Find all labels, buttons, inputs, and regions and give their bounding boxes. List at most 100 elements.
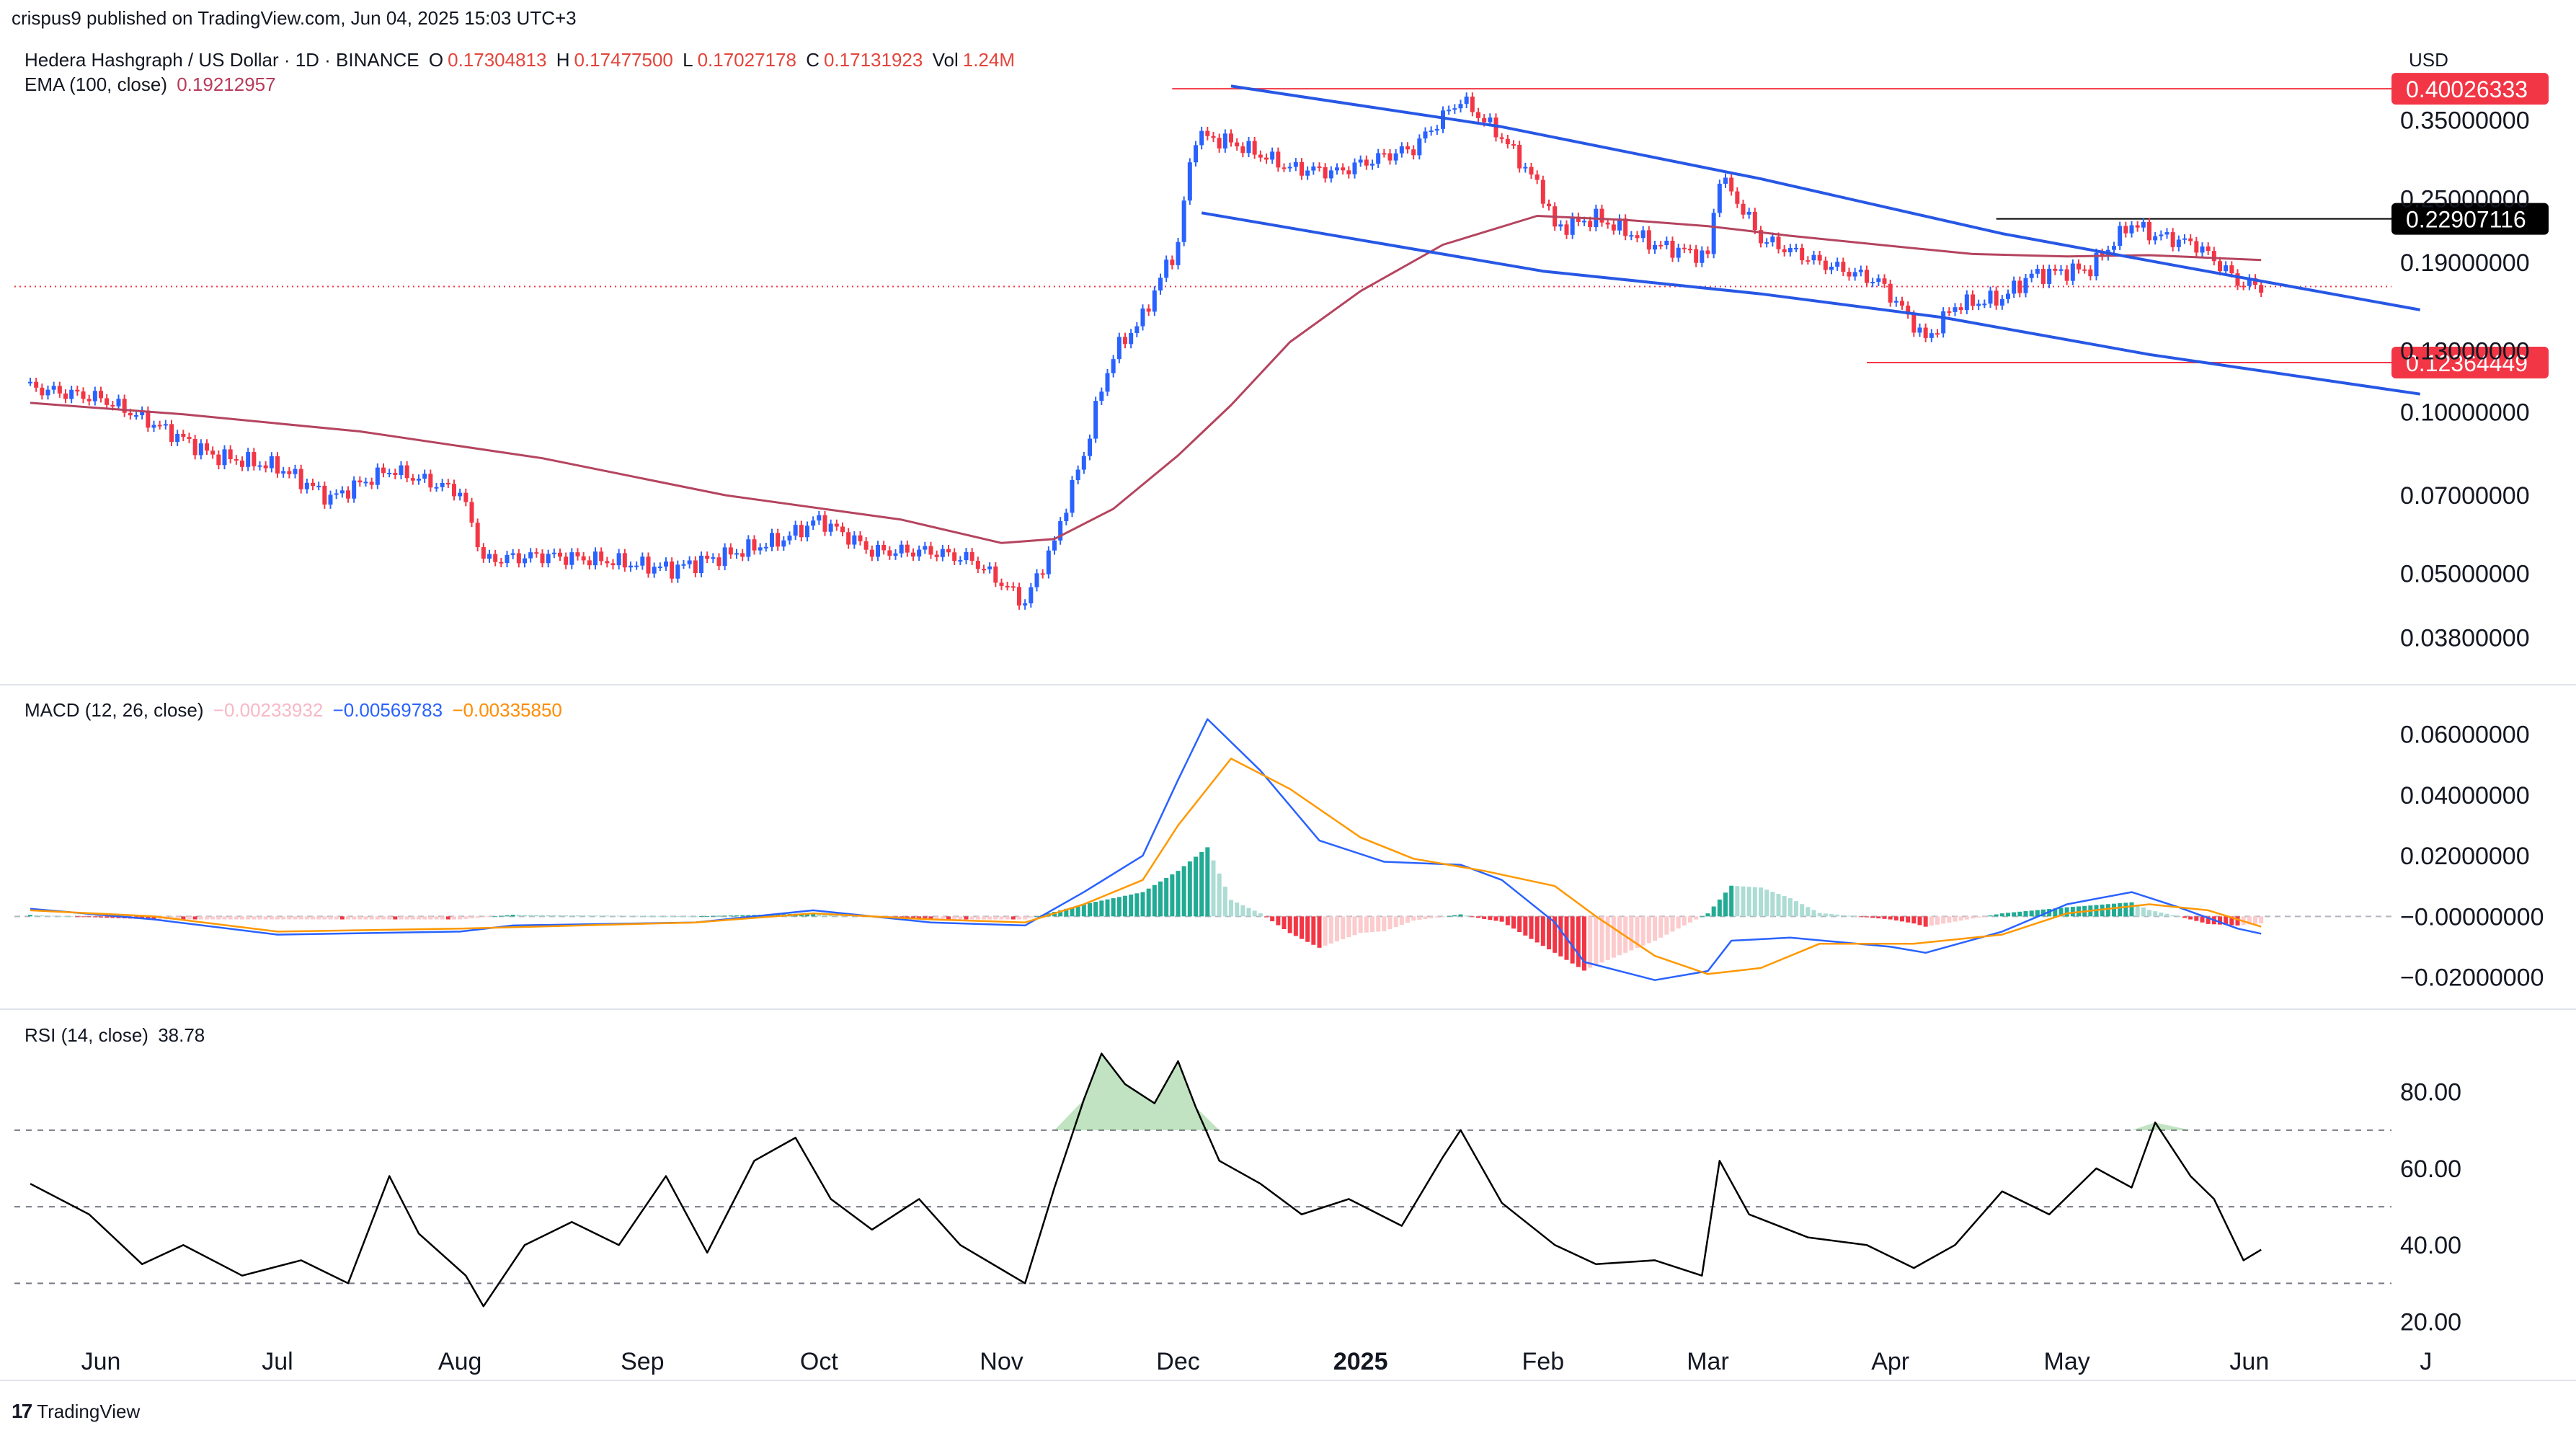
candle-body — [1023, 603, 1028, 605]
symbol-title[interactable]: Hedera Hashgraph / US Dollar · 1D · BINA… — [25, 49, 419, 71]
candle-body — [1270, 151, 1275, 160]
candle-body — [228, 449, 233, 459]
candle-body — [1264, 157, 1269, 160]
candle-body — [781, 540, 786, 547]
candle-body — [1841, 262, 1846, 272]
macd-hist-bar — [1029, 916, 1034, 918]
candle-body — [2058, 269, 2064, 271]
candle-body — [1729, 177, 1734, 192]
candle-body — [252, 452, 257, 466]
candle-body — [934, 554, 939, 557]
macd-hist-bar — [716, 915, 721, 917]
macd-hist-bar — [1770, 892, 1775, 917]
macd-hist-bar — [1876, 916, 1881, 919]
candle-body — [1129, 333, 1134, 345]
macd-hist-bar — [2064, 907, 2069, 917]
candle-body — [528, 552, 533, 559]
macd-hist-bar — [993, 916, 998, 920]
macd-hist-bar — [969, 916, 974, 920]
candle-body — [1005, 585, 1010, 587]
macd-hist-bar — [1752, 887, 1757, 917]
rsi-legend[interactable]: RSI (14, close) 38.78 — [25, 1023, 209, 1047]
candle-body — [181, 433, 186, 438]
candle-body — [610, 563, 616, 566]
x-tick-label: Sep — [621, 1348, 665, 1375]
candle-body — [869, 549, 874, 557]
macd-hist-bar — [346, 916, 350, 920]
candle-body — [1893, 301, 1898, 303]
candle-body — [599, 551, 604, 562]
macd-hist-bar — [2188, 916, 2193, 920]
candle-body — [1947, 311, 1952, 313]
candle-body — [1558, 224, 1563, 227]
macd-hist-bar — [1458, 914, 1463, 917]
macd-hist-bar — [28, 915, 32, 917]
candle-body — [923, 546, 928, 550]
macd-hist-bar — [1694, 916, 1699, 920]
ema-title[interactable]: EMA (100, close) — [25, 74, 167, 95]
macd-hist-bar — [1482, 916, 1487, 919]
candle-body — [1787, 248, 1793, 252]
macd-hist-bar — [1005, 916, 1010, 920]
price-tick-label: 0.03800000 — [2400, 624, 2530, 652]
candle-body — [1852, 272, 1857, 277]
candle-body — [1958, 307, 1963, 311]
macd-hist-bar — [2235, 916, 2240, 926]
rsi-title[interactable]: RSI (14, close) — [25, 1024, 148, 1046]
tradingview-footer[interactable]: 17 TradingView — [12, 1400, 140, 1423]
macd-hist-bar — [1158, 881, 1163, 917]
macd-hist-bar — [1081, 904, 1086, 917]
macd-hist-bar — [1847, 915, 1852, 917]
macd-hist-bar — [1611, 916, 1616, 958]
candle-body — [1599, 208, 1604, 223]
macd-hist-bar — [734, 915, 739, 917]
candle-body — [1711, 213, 1716, 254]
macd-hist-bar — [569, 915, 574, 917]
candle-body — [322, 485, 327, 505]
macd-tick-label: −0.02000000 — [2400, 964, 2544, 992]
macd-hist-bar — [1705, 913, 1710, 917]
macd-hist-bar — [452, 916, 456, 920]
macd-legend[interactable]: MACD (12, 26, close) −0.00233932 −0.0056… — [25, 698, 567, 722]
candle-body — [2094, 252, 2099, 277]
macd-hist-bar — [1958, 916, 1963, 921]
candle-body — [417, 479, 421, 481]
macd-hist-bar — [917, 916, 922, 919]
macd-hist-bar — [246, 916, 251, 920]
macd-hist-bar — [605, 915, 610, 917]
macd-title[interactable]: MACD (12, 26, close) — [25, 699, 204, 721]
macd-hist-bar — [1464, 915, 1469, 917]
macd-hist-bar — [75, 916, 80, 918]
macd-hist-bar — [516, 915, 521, 917]
macd-hist-bar — [911, 916, 915, 919]
macd-hist-bar — [828, 914, 833, 917]
candle-body — [92, 391, 97, 401]
price-pane — [28, 84, 2421, 610]
candle-body — [2253, 278, 2257, 285]
macd-hist-bar — [2253, 916, 2257, 924]
macd-hist-value: −0.00233932 — [213, 699, 324, 721]
candle-body — [1482, 117, 1487, 123]
macd-hist-bar — [1982, 916, 1987, 918]
macd-hist-bar — [1293, 916, 1298, 936]
candle-body — [1953, 307, 1958, 312]
candle-body — [481, 547, 486, 559]
ema-line — [30, 215, 2262, 544]
candle-body — [1434, 128, 1439, 131]
candle-body — [1517, 144, 1522, 169]
macd-hist-bar — [1447, 915, 1452, 917]
macd-hist-bar — [1070, 907, 1075, 917]
candle-body — [1170, 259, 1175, 265]
price-legend[interactable]: Hedera Hashgraph / US Dollar · 1D · BINA… — [25, 48, 1019, 72]
macd-hist-bar — [63, 916, 68, 918]
candle-body — [1282, 167, 1287, 169]
macd-tick-label: 0.02000000 — [2400, 843, 2530, 870]
price-tick-label: 0.13000000 — [2400, 338, 2530, 365]
macd-hist-bar — [964, 916, 969, 920]
ema-legend[interactable]: EMA (100, close) 0.19212957 — [25, 72, 280, 97]
macd-hist-bar — [640, 915, 645, 917]
macd-hist-bar — [487, 916, 492, 918]
macd-hist-bar — [1629, 916, 1634, 951]
macd-hist-bar — [1476, 916, 1480, 918]
macd-hist-bar — [2035, 910, 2040, 917]
